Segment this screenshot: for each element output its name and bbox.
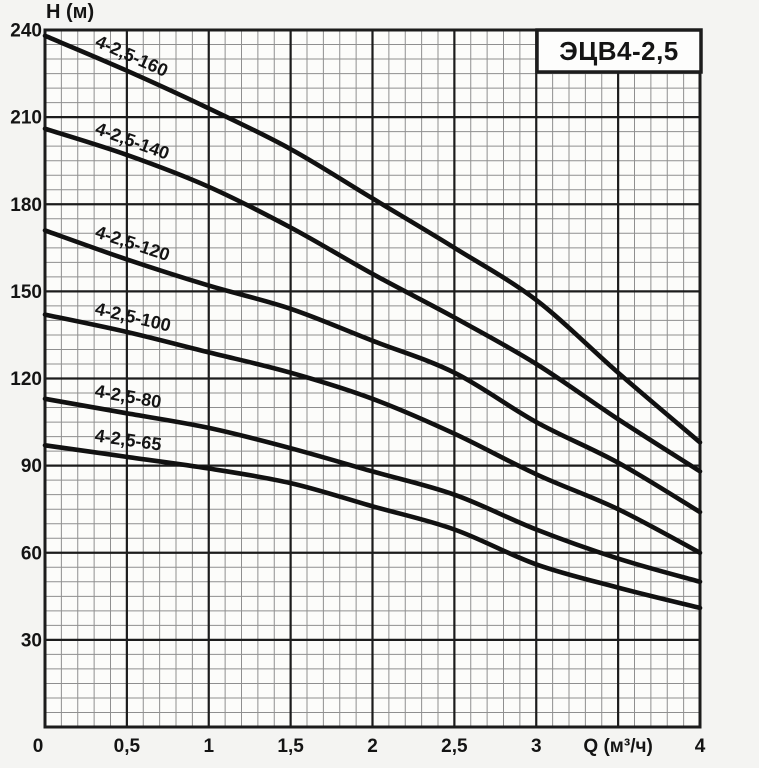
x-tick-1,5: 1,5 [277, 736, 304, 757]
head-flow-curves [42, 33, 703, 611]
y-tick-210: 210 [10, 108, 42, 129]
axis-tick-labels: 0 0,5 1 1,5 2 2,5 3 Q (м³/ч) 4 240 210 180 150 120 90 6… [10, 21, 705, 758]
x-tick-1: 1 [203, 736, 214, 757]
y-axis-title: Н (м) [46, 1, 94, 23]
y-tick-90: 90 [21, 456, 42, 477]
curve-4-2,5-65 [42, 443, 703, 611]
y-tick-60: 60 [21, 543, 42, 564]
y-tick-30: 30 [21, 630, 42, 651]
title-box [535, 28, 703, 74]
x-tick-2,5: 2,5 [441, 736, 468, 757]
x-tick-3: 3 [531, 736, 542, 757]
curve-4-2,5-120 [42, 228, 703, 515]
curve-4-2,5-100 [42, 312, 703, 556]
x-tick-0: 0 [33, 736, 44, 757]
title-box-group: ЭЦВ4-2,5 [535, 28, 703, 74]
x-tick-0,5: 0,5 [114, 736, 141, 757]
y-tick-240: 240 [10, 21, 42, 42]
x-axis-title: Q (м³/ч) [583, 736, 652, 757]
x-tick-2: 2 [367, 736, 378, 757]
y-tick-150: 150 [10, 282, 42, 303]
curve-4-2,5-140 [42, 126, 703, 474]
y-tick-120: 120 [10, 369, 42, 390]
curve-4-2,5-160 [42, 33, 703, 445]
chart-title: ЭЦВ4-2,5 [559, 36, 679, 66]
plot-border [43, 28, 702, 729]
y-tick-180: 180 [10, 195, 42, 216]
curve-4-2,5-80 [42, 396, 703, 585]
grid [43, 28, 702, 729]
x-tick-4: 4 [695, 736, 706, 757]
